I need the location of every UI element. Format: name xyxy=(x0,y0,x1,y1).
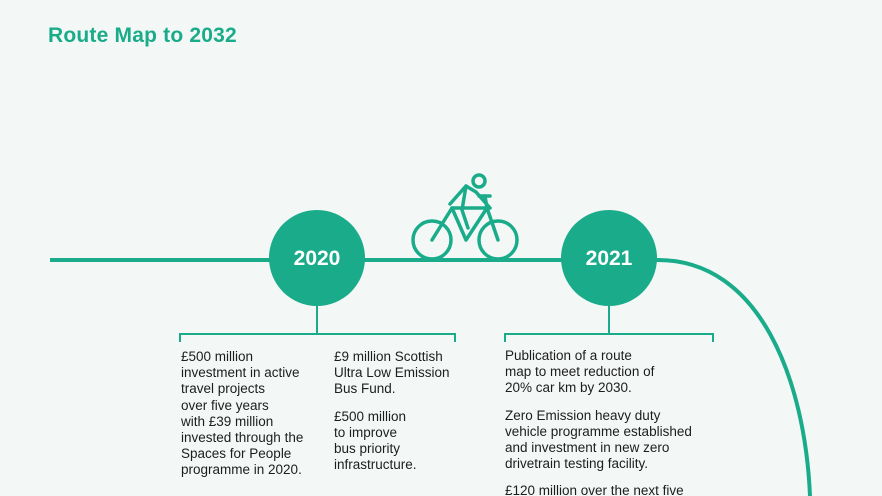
milestone-year-label: 2020 xyxy=(294,247,341,270)
bicycle-icon xyxy=(411,173,519,261)
milestone-circle xyxy=(269,210,365,306)
milestone-2021-column-1: Publication of a route map to meet reduc… xyxy=(505,348,735,496)
milestone-year-label: 2021 xyxy=(586,247,633,270)
milestone-text: £9 million Scottish Ultra Low Emission B… xyxy=(334,349,450,397)
milestone-bracket xyxy=(504,333,714,342)
milestone-text: £500 million investment in active travel… xyxy=(181,349,304,478)
milestone-text: Publication of a route map to meet reduc… xyxy=(505,348,655,396)
milestone-text: £120 million over the next five xyxy=(505,483,684,496)
milestone-circle xyxy=(561,210,657,306)
milestone-text: Zero Emission heavy duty vehicle program… xyxy=(505,407,692,472)
milestone-2020-column-2: £9 million Scottish Ultra Low Emission B… xyxy=(334,349,474,484)
milestone-text: £500 million to improve bus priority inf… xyxy=(334,408,417,473)
page-title: Route Map to 2032 xyxy=(48,24,237,47)
timeline-curve xyxy=(657,258,812,496)
milestone-bracket xyxy=(179,333,456,342)
milestone-2020: 2020 xyxy=(179,210,456,342)
milestone-2021: 2021 xyxy=(504,210,714,342)
milestone-2020-column-1: £500 million investment in active travel… xyxy=(181,349,326,490)
